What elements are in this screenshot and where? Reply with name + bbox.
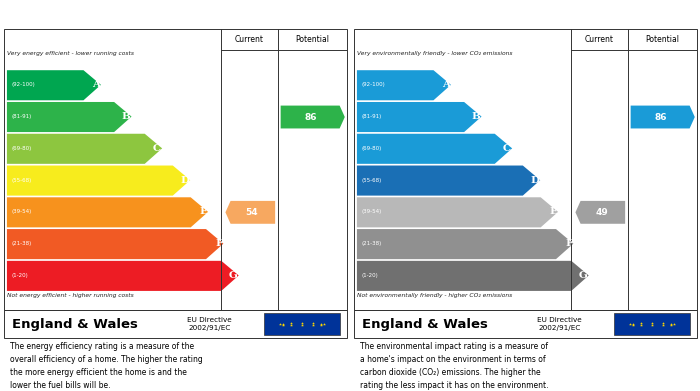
Text: (39-54): (39-54)	[361, 210, 382, 214]
Text: England & Wales: England & Wales	[12, 317, 138, 331]
Polygon shape	[7, 165, 190, 196]
Text: 86: 86	[654, 113, 667, 122]
Polygon shape	[631, 106, 695, 129]
Text: F: F	[215, 239, 223, 248]
Polygon shape	[7, 70, 101, 100]
Text: E: E	[199, 207, 207, 216]
Polygon shape	[357, 229, 573, 259]
Polygon shape	[7, 261, 239, 291]
Polygon shape	[7, 134, 162, 164]
Text: (39-54): (39-54)	[11, 210, 32, 214]
Text: (92-100): (92-100)	[361, 83, 385, 87]
Text: A: A	[442, 80, 450, 89]
Text: C: C	[503, 144, 511, 153]
Text: A: A	[92, 80, 100, 89]
Polygon shape	[7, 197, 208, 228]
Text: (69-80): (69-80)	[11, 146, 32, 151]
Text: EU Directive
2002/91/EC: EU Directive 2002/91/EC	[187, 317, 232, 332]
Text: Potential: Potential	[295, 34, 329, 44]
Polygon shape	[357, 102, 482, 132]
Text: EU Directive
2002/91/EC: EU Directive 2002/91/EC	[537, 317, 582, 332]
Text: B: B	[122, 112, 130, 121]
Text: Environmental Impact (CO₂) Rating: Environmental Impact (CO₂) Rating	[362, 9, 594, 22]
Polygon shape	[357, 165, 540, 196]
Text: 86: 86	[304, 113, 317, 122]
Text: 54: 54	[246, 208, 258, 217]
Text: (55-68): (55-68)	[361, 178, 382, 183]
Text: The environmental impact rating is a measure of
a home's impact on the environme: The environmental impact rating is a mea…	[360, 342, 549, 390]
Polygon shape	[575, 201, 625, 224]
Polygon shape	[357, 197, 558, 228]
Polygon shape	[357, 70, 451, 100]
Text: The energy efficiency rating is a measure of the
overall efficiency of a home. T: The energy efficiency rating is a measur…	[10, 342, 203, 390]
Text: Very energy efficient - lower running costs: Very energy efficient - lower running co…	[7, 51, 134, 56]
Text: (1-20): (1-20)	[11, 273, 28, 278]
Text: G: G	[579, 271, 588, 280]
Text: (55-68): (55-68)	[11, 178, 32, 183]
Text: Not energy efficient - higher running costs: Not energy efficient - higher running co…	[7, 293, 134, 298]
Text: (1-20): (1-20)	[361, 273, 378, 278]
Text: C: C	[153, 144, 161, 153]
Polygon shape	[357, 261, 589, 291]
Text: England & Wales: England & Wales	[362, 317, 488, 331]
Text: Current: Current	[235, 34, 264, 44]
Text: Potential: Potential	[645, 34, 679, 44]
Polygon shape	[225, 201, 275, 224]
FancyBboxPatch shape	[264, 313, 340, 335]
Text: Current: Current	[585, 34, 614, 44]
Polygon shape	[7, 229, 223, 259]
Text: Energy Efficiency Rating: Energy Efficiency Rating	[12, 9, 174, 22]
Text: F: F	[565, 239, 573, 248]
Text: (21-38): (21-38)	[11, 241, 32, 246]
Text: (81-91): (81-91)	[361, 114, 382, 119]
Text: (81-91): (81-91)	[11, 114, 32, 119]
Text: B: B	[472, 112, 480, 121]
Polygon shape	[357, 134, 512, 164]
Text: (92-100): (92-100)	[11, 83, 35, 87]
Text: E: E	[549, 207, 557, 216]
Text: D: D	[180, 176, 189, 185]
Text: Very environmentally friendly - lower CO₂ emissions: Very environmentally friendly - lower CO…	[357, 51, 512, 56]
Text: G: G	[229, 271, 238, 280]
Text: (69-80): (69-80)	[361, 146, 382, 151]
Text: D: D	[530, 176, 539, 185]
Polygon shape	[7, 102, 132, 132]
Text: Not environmentally friendly - higher CO₂ emissions: Not environmentally friendly - higher CO…	[357, 293, 512, 298]
Text: 49: 49	[596, 208, 608, 217]
Text: (21-38): (21-38)	[361, 241, 382, 246]
FancyBboxPatch shape	[614, 313, 690, 335]
Polygon shape	[281, 106, 345, 129]
